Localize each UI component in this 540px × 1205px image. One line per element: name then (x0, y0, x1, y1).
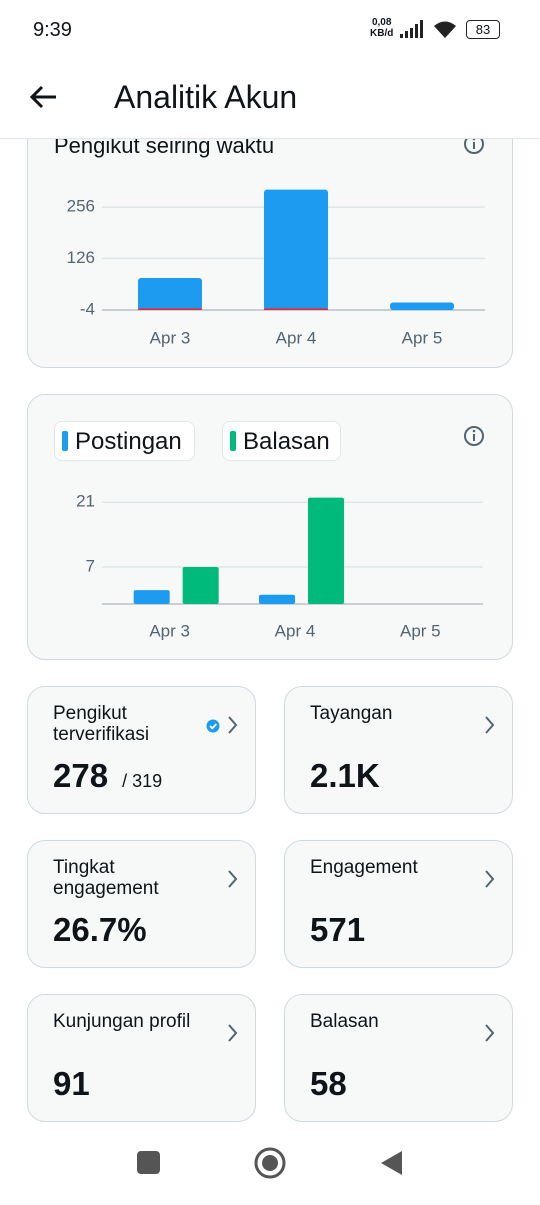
nav-bar (0, 1128, 540, 1200)
chevron (485, 1024, 495, 1042)
metric-total: / 319 (122, 771, 163, 791)
legend-swatch (62, 431, 68, 451)
metric-card[interactable]: Balasan 58 (284, 994, 513, 1122)
legend-label: Postingan (75, 428, 182, 455)
nav-recent[interactable] (137, 1151, 160, 1174)
status-bar: 9:39 0,08 KB/d 83 (0, 0, 540, 60)
network-speed-value: 0,08 (371, 17, 392, 28)
verified-badge (206, 719, 220, 733)
followers-card (27, 110, 513, 368)
metric-value: 571 (310, 911, 365, 949)
metric-number: 2.1K (310, 757, 380, 794)
chevron (228, 716, 238, 734)
metric-number: 571 (310, 911, 366, 948)
nav-home[interactable] (254, 1147, 286, 1179)
network-speed-unit: KB/d (370, 28, 394, 39)
metric-label: Tingkat engagement (53, 857, 159, 899)
nav-back[interactable] (381, 1151, 402, 1175)
metric-label: Tayangan (310, 703, 393, 724)
page-title: Analitik Akun (114, 79, 298, 115)
status-time: 9:39 (33, 19, 72, 41)
metric-value: 2.1K (310, 757, 380, 795)
chevron (485, 716, 495, 734)
metric-label: Engagement (310, 857, 418, 878)
metric-card[interactable]: Kunjungan profil 91 (27, 994, 256, 1122)
metric-label: Pengikut terverifikasi (53, 703, 150, 745)
chevron (228, 1024, 238, 1042)
legend-balasan[interactable]: Balasan (222, 421, 341, 461)
chevron (228, 870, 238, 888)
metric-value: 58 (310, 1065, 347, 1103)
legend-label: Balasan (243, 428, 330, 455)
metric-value: 26.7% (53, 911, 147, 949)
metric-label: Balasan (310, 1011, 379, 1032)
metric-card[interactable]: Tingkat engagement 26.7% (27, 840, 256, 968)
metric-number: 26.7% (53, 911, 147, 948)
app-header: Analitik Akun (0, 60, 540, 139)
back-button[interactable] (28, 82, 62, 112)
metric-number: 58 (310, 1065, 347, 1102)
battery: 83 (466, 20, 500, 39)
metric-card[interactable]: Engagement 571 (284, 840, 513, 968)
metric-card[interactable]: Tayangan 2.1K (284, 686, 513, 814)
metric-value: 278 / 319 (53, 757, 162, 795)
nav-icons (137, 1147, 402, 1179)
metric-number: 91 (53, 1065, 90, 1102)
metric-number: 278 (53, 757, 109, 794)
metric-value: 91 (53, 1065, 90, 1103)
metric-label: Kunjungan profil (53, 1011, 191, 1032)
signal-wifi-icons (400, 20, 456, 38)
chevron (485, 870, 495, 888)
metric-card[interactable]: Pengikut terverifikasi 278 / 319 (27, 686, 256, 814)
legend-postingan[interactable]: Postingan (54, 421, 195, 461)
legend-swatch (230, 431, 236, 451)
network-speed: 0,08 KB/d (370, 17, 393, 39)
